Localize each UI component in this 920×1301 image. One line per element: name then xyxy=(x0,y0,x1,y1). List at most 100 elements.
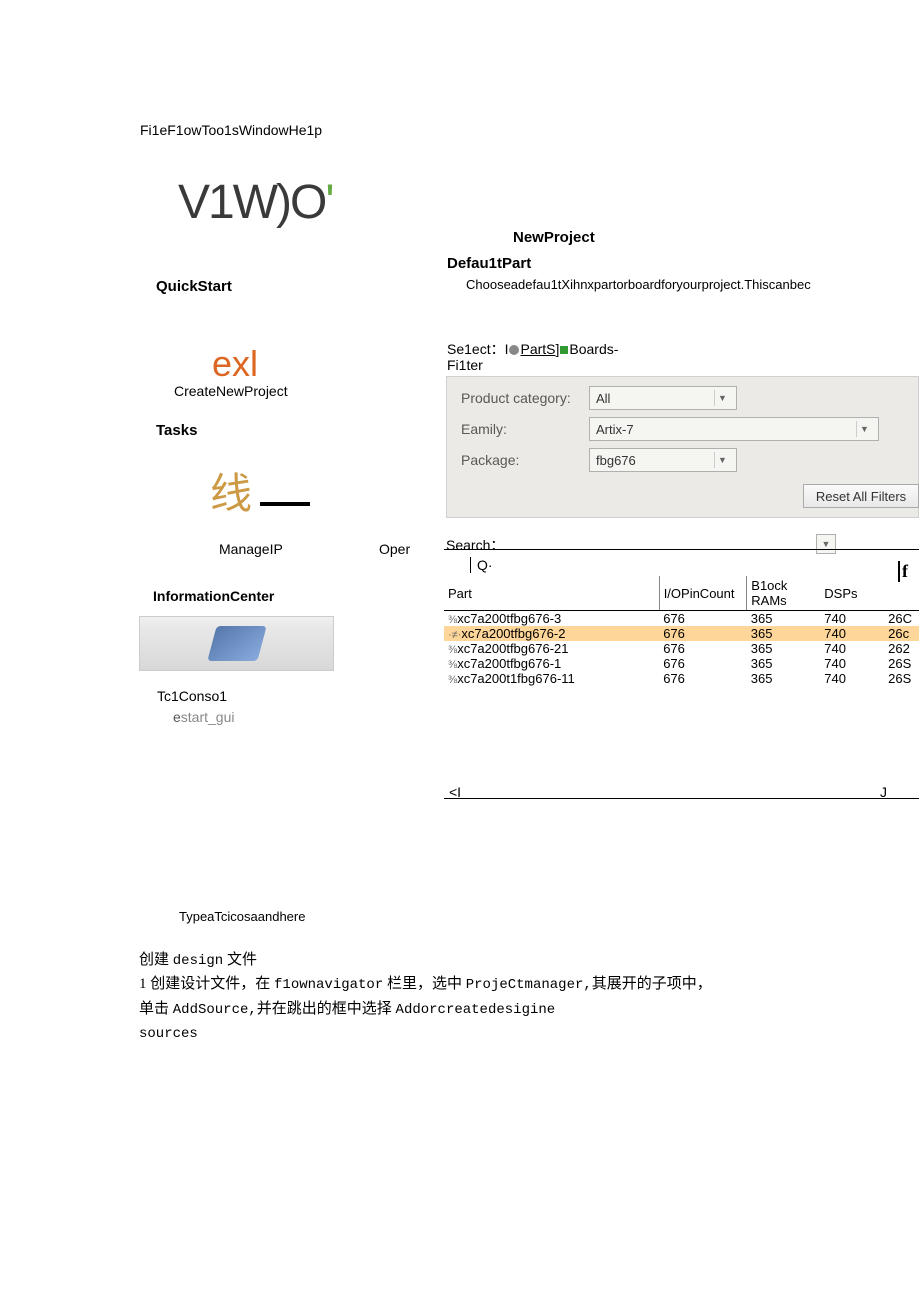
dsp-cell: 262 xyxy=(884,641,919,656)
family-value: Artix-7 xyxy=(596,422,634,437)
txt: 并在跳出的框中选择 xyxy=(257,1001,396,1017)
product-category-row: Product category: All ▼ xyxy=(461,386,737,410)
instruction-line-3: 单击 AddSource,并在跳出的框中选择 Addorcreatedesigi… xyxy=(139,997,859,1021)
filter-panel: Product category: All ▼ Eamily: Artix-7 … xyxy=(446,376,919,518)
boards-link[interactable]: Boards- xyxy=(569,341,618,357)
table-row[interactable]: ⅜xc7a200tfbg676-21676365740262 xyxy=(444,641,919,656)
reset-all-filters-button[interactable]: Reset All Filters xyxy=(803,484,919,508)
quick-start-heading: QuickStart xyxy=(156,278,232,295)
instruction-line-1: 创建 design 文件 xyxy=(139,948,859,972)
chevron-down-icon: ▼ xyxy=(856,421,872,437)
part-cell: ⅜xc7a200tfbg676-21 xyxy=(444,641,659,656)
start-gui-text: estart_gui xyxy=(173,709,235,725)
family-label: Eamily: xyxy=(461,421,589,437)
filter-label: Fi1ter xyxy=(447,357,483,373)
parts-bullet-icon xyxy=(509,345,519,355)
instructions-block: 创建 design 文件 1 创建设计文件，在 f1ownavigator 栏里… xyxy=(139,948,859,1046)
package-value: fbg676 xyxy=(596,453,636,468)
menu-bar[interactable]: Fi1eF1owToo1sWindowHe1p xyxy=(140,122,322,138)
create-project-icon[interactable]: exl xyxy=(212,343,258,385)
instruction-line-4: sources xyxy=(139,1021,859,1045)
tasks-symbol: 线 xyxy=(210,472,252,518)
family-combo[interactable]: Artix-7 ▼ xyxy=(589,417,879,441)
default-part-title: Defau1tPart xyxy=(447,255,531,272)
txt: 创建 xyxy=(139,952,173,968)
parts-table: Part I/OPinCount B1ock RAMs DSPs ⅜xc7a20… xyxy=(444,576,919,686)
dsp-cell: 26c xyxy=(884,626,919,641)
create-new-project-label[interactable]: CreateNewProject xyxy=(174,383,288,399)
package-combo[interactable]: fbg676 ▼ xyxy=(589,448,737,472)
tasks-heading: Tasks xyxy=(156,422,197,439)
bram-cell: 740 xyxy=(820,611,884,627)
table-row[interactable]: ·≠·xc7a200tfbg676-267636574026c xyxy=(444,626,919,641)
search-underline xyxy=(444,549,919,550)
line-icon xyxy=(260,502,310,506)
ram-cell: 365 xyxy=(747,626,821,641)
txt: f1ownavigator xyxy=(274,977,383,993)
dsp-header[interactable]: DSPs xyxy=(820,576,884,611)
instruction-line-2: 1 创建设计文件，在 f1ownavigator 栏里，选中 ProjeCtma… xyxy=(139,972,859,996)
dsp-cell: 26S xyxy=(884,656,919,671)
select-prefix: Se1ect：I xyxy=(447,341,508,357)
parts-link[interactable]: PartS xyxy=(520,341,555,357)
info-center-graphic[interactable] xyxy=(139,616,334,671)
logo-text: V1W)O xyxy=(178,176,325,229)
package-label: Package: xyxy=(461,452,589,468)
txt: design xyxy=(173,953,223,969)
oper-label[interactable]: Oper xyxy=(379,541,410,557)
txt: ProjeCtmanager, xyxy=(466,977,592,993)
part-cell: ⅜xc7a200tfbg676-1 xyxy=(444,656,659,671)
information-center-heading: InformationCenter xyxy=(153,588,274,604)
txt: 栏里，选中 xyxy=(383,976,466,992)
io-header[interactable]: I/OPinCount xyxy=(659,576,747,611)
app-logo: V1W)O' xyxy=(178,175,333,230)
info-icon xyxy=(207,626,266,661)
product-category-combo[interactable]: All ▼ xyxy=(589,386,737,410)
part-cell: ⅜xc7a200t1fbg676-11 xyxy=(444,671,659,686)
table-row[interactable]: ⅜xc7a200t1fbg676-1167636574026S xyxy=(444,671,919,686)
chevron-down-icon: ▼ xyxy=(714,452,730,468)
ram-cell: 365 xyxy=(747,611,821,627)
logo-accent: ' xyxy=(325,176,332,229)
manage-ip-icon[interactable]: 线 xyxy=(210,460,330,520)
estart-rest: start_gui xyxy=(181,709,235,725)
last-header xyxy=(884,576,919,611)
ram-cell: 365 xyxy=(747,671,821,686)
txt: AddSource, xyxy=(173,1002,257,1018)
family-row: Eamily: Artix-7 ▼ xyxy=(461,417,879,441)
part-cell: ⅜xc7a200tfbg676-3 xyxy=(444,611,659,627)
table-header-row: Part I/OPinCount B1ock RAMs DSPs xyxy=(444,576,919,611)
txt: 1 创建设计文件，在 xyxy=(139,976,274,992)
bottom-underline xyxy=(444,798,919,799)
chevron-down-icon: ▼ xyxy=(714,390,730,406)
default-part-description: Chooseadefau1tXihnxpartorboardforyourpro… xyxy=(466,277,811,292)
table-row[interactable]: ⅜xc7a200tfbg676-167636574026S xyxy=(444,656,919,671)
estart-e: e xyxy=(173,709,181,725)
boards-bullet-icon xyxy=(560,346,568,354)
type-tcl-label: TypeaTcicosaandhere xyxy=(179,909,305,924)
io-cell: 676 xyxy=(659,671,747,686)
table-row[interactable]: ⅜xc7a200tfbg676-367636574026C xyxy=(444,611,919,627)
package-row: Package: fbg676 ▼ xyxy=(461,448,737,472)
search-row: Search： xyxy=(446,535,512,555)
select-label: Se1ect：IPartS]Boards- xyxy=(447,339,618,359)
search-label: Search： xyxy=(446,535,504,555)
bram-cell: 740 xyxy=(820,626,884,641)
bram-cell: 740 xyxy=(820,656,884,671)
dsp-cell: 26S xyxy=(884,671,919,686)
product-category-label: Product category: xyxy=(461,390,589,406)
bram-cell: 740 xyxy=(820,641,884,656)
io-cell: 676 xyxy=(659,641,747,656)
q-label: Q· xyxy=(470,557,493,573)
txt: 单击 xyxy=(139,1001,173,1017)
manage-ip-label[interactable]: ManageIP xyxy=(219,541,283,557)
txt: Addorcreatedesigine xyxy=(396,1002,556,1018)
scroll-left-marker: <I xyxy=(449,784,461,800)
search-dropdown-button[interactable]: ▼ xyxy=(816,534,836,554)
io-cell: 676 xyxy=(659,626,747,641)
part-cell: ·≠·xc7a200tfbg676-2 xyxy=(444,626,659,641)
tcl-console-label[interactable]: Tc1Conso1 xyxy=(157,688,227,704)
io-cell: 676 xyxy=(659,656,747,671)
ram-header[interactable]: B1ock RAMs xyxy=(747,576,821,611)
part-header[interactable]: Part xyxy=(444,576,659,611)
